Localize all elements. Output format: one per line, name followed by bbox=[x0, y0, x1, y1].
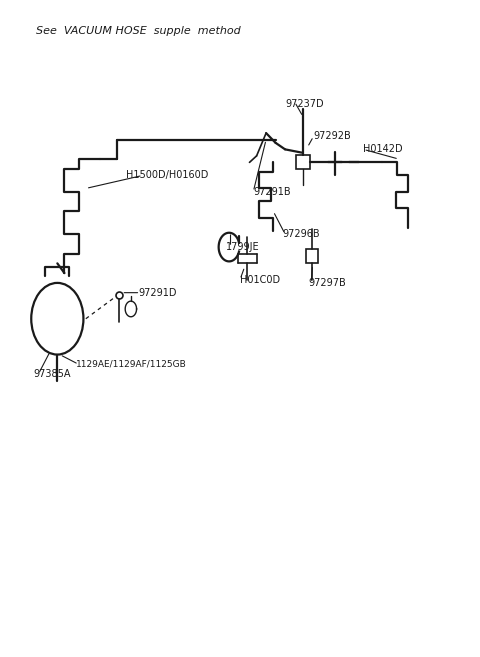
Text: 1799JE: 1799JE bbox=[226, 242, 259, 252]
Text: 97291D: 97291D bbox=[138, 288, 177, 298]
Text: See  VACUUM HOSE  supple  method: See VACUUM HOSE supple method bbox=[36, 26, 241, 35]
Bar bbox=[296, 154, 310, 169]
Bar bbox=[306, 249, 318, 263]
Text: 1129AE/1129AF/1125GB: 1129AE/1129AF/1125GB bbox=[76, 360, 187, 369]
Text: H01C0D: H01C0D bbox=[240, 275, 280, 284]
Text: H0142D: H0142D bbox=[363, 145, 403, 154]
Text: H1500D/H0160D: H1500D/H0160D bbox=[126, 170, 208, 181]
Text: 97292B: 97292B bbox=[313, 131, 351, 141]
Text: 97296B: 97296B bbox=[283, 229, 320, 239]
Text: 97291B: 97291B bbox=[253, 187, 291, 196]
Text: 97237D: 97237D bbox=[285, 99, 324, 109]
Text: 97385A: 97385A bbox=[34, 369, 71, 379]
Text: 97297B: 97297B bbox=[309, 278, 347, 288]
